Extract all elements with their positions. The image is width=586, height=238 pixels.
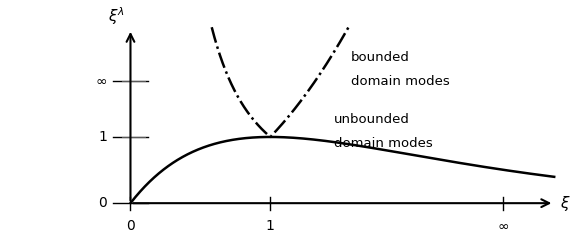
Text: 0: 0: [126, 219, 135, 233]
Text: domain modes: domain modes: [351, 75, 450, 88]
Text: $\xi^\lambda$: $\xi^\lambda$: [108, 5, 125, 27]
Text: bounded: bounded: [351, 51, 410, 64]
Text: $\xi$: $\xi$: [560, 194, 571, 213]
Text: unbounded: unbounded: [333, 113, 410, 126]
Text: $\infty$: $\infty$: [95, 74, 107, 88]
Text: $\infty$: $\infty$: [498, 219, 509, 233]
Text: 0: 0: [98, 196, 107, 210]
Text: 1: 1: [98, 130, 107, 144]
Text: 1: 1: [266, 219, 275, 233]
Text: domain modes: domain modes: [333, 137, 432, 150]
